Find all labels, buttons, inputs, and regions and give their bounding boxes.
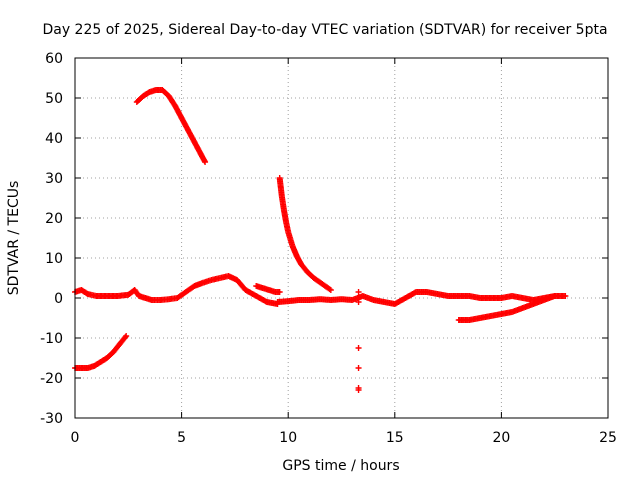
x-tick-label: 0 (71, 430, 80, 446)
data-point (355, 387, 362, 393)
axis-ticks (74, 57, 609, 419)
data-point (123, 333, 130, 339)
x-tick-label: 10 (279, 430, 297, 446)
y-tick-label: 60 (45, 51, 63, 67)
y-tick-label: 30 (45, 171, 63, 187)
series (72, 333, 130, 371)
chart-title: Day 225 of 2025, Sidereal Day-to-day VTE… (42, 22, 607, 38)
grid-lines (75, 58, 608, 418)
series (355, 289, 362, 393)
y-tick-label: 20 (45, 211, 63, 227)
data-point (122, 334, 129, 341)
data-point (326, 286, 333, 293)
data-point (327, 287, 334, 293)
data-point (562, 293, 569, 299)
x-tick-label: 20 (492, 430, 510, 446)
x-tick-label: 15 (386, 430, 404, 446)
y-tick-label: -30 (40, 411, 63, 427)
data-point (355, 365, 362, 371)
x-tick-label: 25 (599, 430, 617, 446)
tick-labels: 0 5 10 15 20 25 -30 -20 -10 0 10 20 30 40 50 60 (40, 51, 617, 446)
data-point (276, 289, 283, 295)
data-point (551, 293, 558, 299)
data-point (355, 345, 362, 351)
series (72, 273, 281, 307)
data-point (355, 289, 362, 295)
data-point (355, 299, 362, 305)
y-tick-label: -10 (40, 331, 63, 347)
plot-frame (74, 57, 609, 419)
series (276, 175, 334, 293)
y-tick-label: 10 (45, 251, 63, 267)
y-axis-label: SDTVAR / TECUs (6, 181, 22, 296)
series (274, 289, 569, 307)
series (455, 293, 558, 323)
data-point (202, 159, 209, 165)
series (133, 87, 209, 165)
y-tick-label: 40 (45, 131, 63, 147)
x-axis-label: GPS time / hours (282, 458, 399, 474)
y-tick-label: 50 (45, 91, 63, 107)
series (253, 283, 283, 295)
data-points (72, 87, 569, 393)
y-tick-label: -20 (40, 371, 63, 387)
x-tick-label: 5 (177, 430, 186, 446)
y-tick-label: 0 (54, 291, 63, 307)
